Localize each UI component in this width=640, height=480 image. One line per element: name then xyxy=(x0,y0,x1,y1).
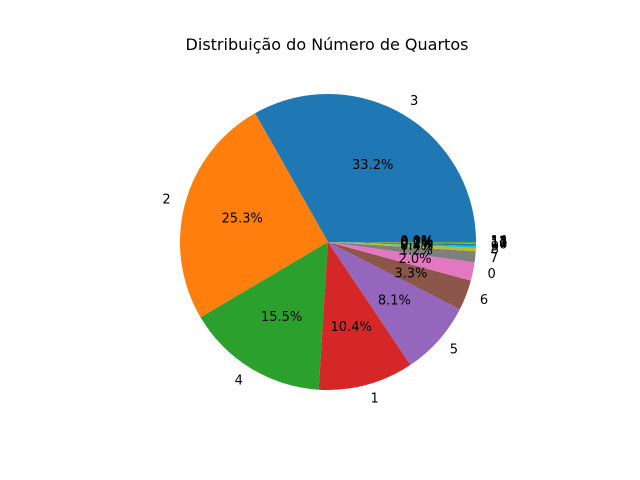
pie-label-14: 14 xyxy=(491,234,508,249)
pie-label-6: 6 xyxy=(480,293,488,308)
pie-percent-9: 0.2% xyxy=(400,237,433,252)
pie-label-0: 0 xyxy=(488,267,496,282)
pie-slice-8 xyxy=(328,242,476,252)
pie-percent-8: 0.4% xyxy=(400,239,433,254)
pie-slice-2 xyxy=(179,113,328,318)
pie-percent-14: 0.0% xyxy=(400,234,433,249)
pie-percent-4: 15.5% xyxy=(261,310,302,325)
pie-percent-6: 3.3% xyxy=(394,266,427,281)
pie-slice-0 xyxy=(328,242,475,281)
pie-slice-1 xyxy=(318,242,411,391)
pie-percent-11: 0.1% xyxy=(400,235,433,250)
pie-percent-1: 10.4% xyxy=(331,320,372,335)
pie-percent-13: 0.0% xyxy=(400,234,433,249)
pie-slice-14 xyxy=(328,241,477,242)
pie-label-3: 3 xyxy=(410,94,418,109)
pie-slice-4 xyxy=(200,242,328,390)
pie-slice-6 xyxy=(328,242,471,310)
pie-slice-3 xyxy=(255,93,477,242)
pie-slice-12 xyxy=(328,242,477,243)
chart-title: Distribuição do Número de Quartos xyxy=(186,35,469,54)
pie-label-13: 13 xyxy=(491,234,508,249)
pie-label-10: 10 xyxy=(491,238,508,253)
pie-slices xyxy=(179,93,477,391)
pie-percent-12: 0.1% xyxy=(400,235,433,250)
pie-label-9: 9 xyxy=(491,240,499,255)
pie-slice-11 xyxy=(328,242,476,244)
pie-label-8: 8 xyxy=(491,243,499,258)
pie-slice-10 xyxy=(328,242,476,246)
pie-percent-3: 33.2% xyxy=(352,158,393,173)
pie-percent-0: 2.0% xyxy=(398,252,431,267)
pie-label-4: 4 xyxy=(235,373,243,388)
pie-label-11: 11 xyxy=(491,236,508,251)
pie-label-7: 7 xyxy=(490,251,498,266)
pie-label-1: 1 xyxy=(371,392,379,407)
pie-slice-9 xyxy=(328,242,476,248)
pie-label-12: 12 xyxy=(491,235,508,250)
pie-slice-5 xyxy=(328,242,460,365)
pie-percent-2: 25.3% xyxy=(222,212,263,227)
pie-percent-10: 0.2% xyxy=(400,236,433,251)
pie-slice-7 xyxy=(328,242,476,263)
pie-percent-7: 1.2% xyxy=(400,243,433,258)
pie-label-2: 2 xyxy=(162,193,170,208)
pie-percent-5: 8.1% xyxy=(378,293,411,308)
pie-label-5: 5 xyxy=(450,343,458,358)
pie-percent-labels: 33.2% 25.3% 15.5% 10.4% 8.1% 3.3%2.0%1.2%0.4%… xyxy=(222,158,434,335)
